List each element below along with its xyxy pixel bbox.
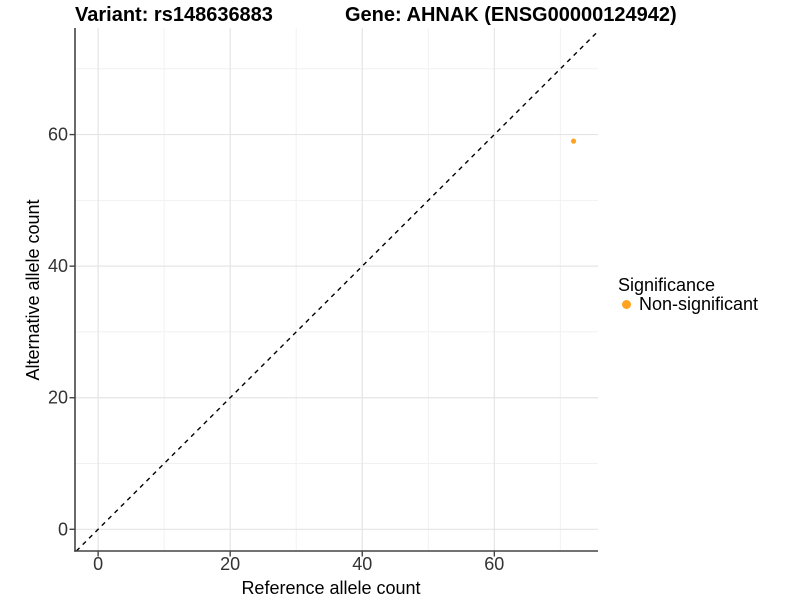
data-point: [570, 138, 577, 144]
x-tick-label: 60: [484, 554, 504, 574]
x-tick-label: 20: [220, 554, 240, 574]
legend-item: Non-significant: [618, 294, 759, 314]
identity-line: [75, 30, 599, 552]
y-tick-label: 0: [58, 519, 68, 539]
grid-layer: [75, 28, 598, 551]
plot-title-gene: Gene: AHNAK (ENSG00000124942): [345, 4, 677, 26]
x-axis-title: Reference allele count: [241, 578, 420, 598]
legend-item-label: Non-significant: [639, 294, 759, 314]
legend-title: Significance: [618, 275, 716, 295]
y-tick-label: 60: [48, 125, 68, 145]
axis-layer: 0 20 40 60 0 20 40 60: [48, 28, 598, 574]
x-tick-label: 40: [352, 554, 372, 574]
y-tick-label: 40: [48, 256, 68, 276]
plot-title-variant: Variant: rs148636883: [75, 4, 273, 26]
x-tick-label: 0: [93, 554, 103, 574]
legend-point-icon: [622, 300, 631, 309]
y-tick-label: 20: [48, 388, 68, 408]
legend: Significance Non-significant: [618, 275, 759, 314]
data-layer: [75, 30, 599, 552]
y-axis-title: Alternative allele count: [23, 199, 43, 380]
